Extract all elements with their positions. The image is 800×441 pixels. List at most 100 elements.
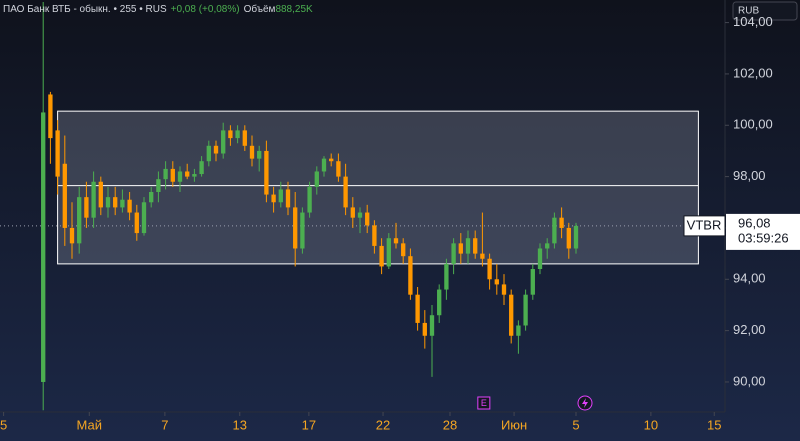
y-tick-label: 92,00 <box>733 322 766 337</box>
y-tick-label: 98,00 <box>733 168 766 183</box>
candle-body <box>84 197 89 218</box>
candle-body <box>199 161 204 175</box>
plot <box>0 2 725 411</box>
candle-body <box>127 199 132 213</box>
candle-body <box>293 207 298 249</box>
candle-body <box>523 294 528 326</box>
candle-body <box>429 315 435 336</box>
x-tick-label: 15 <box>707 417 721 432</box>
currency[interactable]: RUB <box>738 6 759 17</box>
candle-body <box>552 217 557 244</box>
candle-body <box>393 238 399 244</box>
candle-body <box>444 263 449 290</box>
candle-body <box>264 150 269 195</box>
event-icon <box>477 396 491 410</box>
candle-body <box>314 171 319 187</box>
candle-body <box>437 289 442 316</box>
x-tick-label: 17 <box>302 417 316 432</box>
candle-body <box>329 158 334 162</box>
currency-button[interactable] <box>732 1 798 21</box>
countdown: 03:59:26 <box>738 230 789 245</box>
candle-body <box>134 212 139 234</box>
symbol-box <box>683 215 726 237</box>
candle-body <box>185 171 190 177</box>
candle-body <box>149 192 154 203</box>
candle-body <box>285 189 291 208</box>
candle-body <box>321 158 327 172</box>
candle-body <box>480 253 485 259</box>
candle-body <box>566 227 571 249</box>
price-box <box>726 213 800 250</box>
candle-body <box>156 179 161 193</box>
candle-body <box>458 243 463 254</box>
candle-body <box>487 258 492 280</box>
x-tick-label: 28 <box>443 417 457 432</box>
candle-body <box>307 186 312 213</box>
title: ПАО Банк ВТБ - обыкн. • 255 • RUS <box>3 3 167 15</box>
candle-body <box>494 279 499 285</box>
candle-body <box>62 163 67 228</box>
candle-body <box>120 199 125 208</box>
volume-label: Объём <box>244 3 276 15</box>
candle-body <box>69 227 75 244</box>
candle-body <box>422 322 427 336</box>
candle-body <box>141 202 147 234</box>
x-tick-label: 5 <box>572 417 579 432</box>
y-tick-label: 102,00 <box>733 65 773 80</box>
candle-body <box>300 212 305 249</box>
candle-body <box>98 181 103 208</box>
candle-body <box>357 212 363 218</box>
candle-body <box>379 245 384 267</box>
candle-body <box>465 238 471 254</box>
candle-body <box>473 238 478 254</box>
candle-body <box>163 168 168 180</box>
candle-body <box>278 189 283 203</box>
candle-body <box>408 256 413 295</box>
candle-body <box>77 197 82 244</box>
x-tick-label: 5 <box>0 417 7 432</box>
header: ПАО Банк ВТБ - обыкн. • 255 • RUS +0,08 (… <box>3 3 313 15</box>
candle-body <box>228 130 233 139</box>
candle-body <box>559 217 564 228</box>
y-tick-label: 90,00 <box>733 373 766 388</box>
candle-body <box>372 225 377 246</box>
range-box <box>57 110 699 265</box>
candle-body <box>91 181 96 218</box>
candle-body <box>271 194 276 203</box>
candle-body <box>386 238 391 267</box>
x-tick-label: 13 <box>233 417 247 432</box>
candle-body <box>415 294 420 323</box>
event-label[interactable]: E <box>481 398 487 408</box>
y-tick-label: 100,00 <box>733 117 773 132</box>
last-price: 96,08 <box>738 215 771 230</box>
candle-body <box>206 145 211 162</box>
volume-value: 888,25K <box>275 4 313 15</box>
x-tick-label: Июн <box>501 417 527 432</box>
x-tick-label: 10 <box>644 417 658 432</box>
symbol: VTBR <box>687 217 722 232</box>
candle-body <box>177 171 183 182</box>
x-tick-label: 22 <box>376 417 390 432</box>
candle-body <box>105 197 111 208</box>
candle-body <box>192 174 197 177</box>
candle-body <box>350 207 355 218</box>
x-tick-label: 7 <box>161 417 168 432</box>
candle-body <box>401 243 406 257</box>
candle-body <box>170 168 175 182</box>
candle-body <box>257 150 262 159</box>
change: +0,08 (+0,08%) <box>171 4 240 15</box>
candle-body <box>537 248 543 270</box>
candle-body <box>55 130 60 177</box>
candle-body <box>221 130 226 154</box>
candle-body <box>530 269 535 295</box>
candle-body <box>48 94 53 139</box>
candle-body <box>213 145 219 154</box>
candle-body <box>249 145 255 159</box>
candle-body <box>501 284 507 295</box>
candle-body <box>343 176 348 208</box>
candle-body <box>113 197 118 208</box>
candle-body <box>235 130 240 139</box>
candle-body <box>336 161 341 177</box>
